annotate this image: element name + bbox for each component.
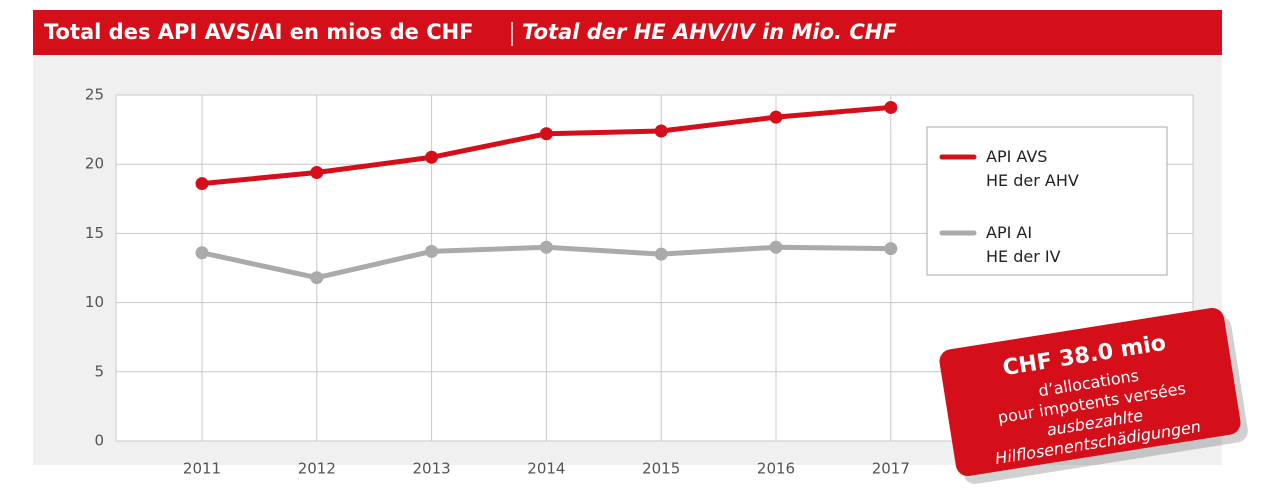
x-tick-label: 2017 — [872, 460, 910, 478]
legend-line: HE der AHV — [986, 171, 1079, 190]
legend-box — [926, 126, 1168, 276]
chart-title: Total des API AVS/AI en mios de CHF — [44, 20, 474, 44]
x-tick-label: 2016 — [757, 460, 795, 478]
data-point — [425, 244, 439, 258]
x-tick-label: 2015 — [642, 460, 680, 478]
data-point — [884, 100, 898, 114]
y-tick-label: 0 — [94, 432, 104, 450]
title-bar — [33, 10, 1222, 55]
data-point — [769, 240, 783, 254]
legend-line: API AI — [986, 223, 1032, 242]
legend-line: HE der IV — [986, 247, 1061, 266]
x-tick-label: 2013 — [413, 460, 451, 478]
data-point — [195, 177, 209, 191]
x-tick-label: 2012 — [298, 460, 336, 478]
data-point — [654, 247, 668, 261]
data-point — [539, 240, 553, 254]
y-tick-label: 20 — [85, 155, 104, 173]
plot-border — [115, 94, 1194, 442]
badge-box — [939, 307, 1241, 477]
legend-label: API AI HE der IV — [986, 223, 1061, 266]
legend-label: API AVS HE der AHV — [986, 147, 1079, 190]
y-tick-label: 10 — [85, 293, 104, 311]
y-tick-label: 15 — [85, 224, 104, 242]
legend-line: API AVS — [986, 147, 1047, 166]
y-tick-label: 25 — [85, 86, 104, 104]
data-point — [769, 110, 783, 124]
data-point — [539, 127, 553, 141]
chart-subtitle: Total der HE AHV/IV in Mio. CHF — [522, 20, 897, 44]
data-point — [310, 166, 324, 180]
x-tick-label: 2014 — [527, 460, 565, 478]
y-tick-label: 5 — [94, 362, 104, 380]
data-point — [310, 271, 324, 285]
data-point — [884, 242, 898, 256]
data-point — [195, 246, 209, 260]
x-tick-label: 2011 — [183, 460, 221, 478]
data-point — [425, 150, 439, 164]
data-point — [654, 124, 668, 138]
